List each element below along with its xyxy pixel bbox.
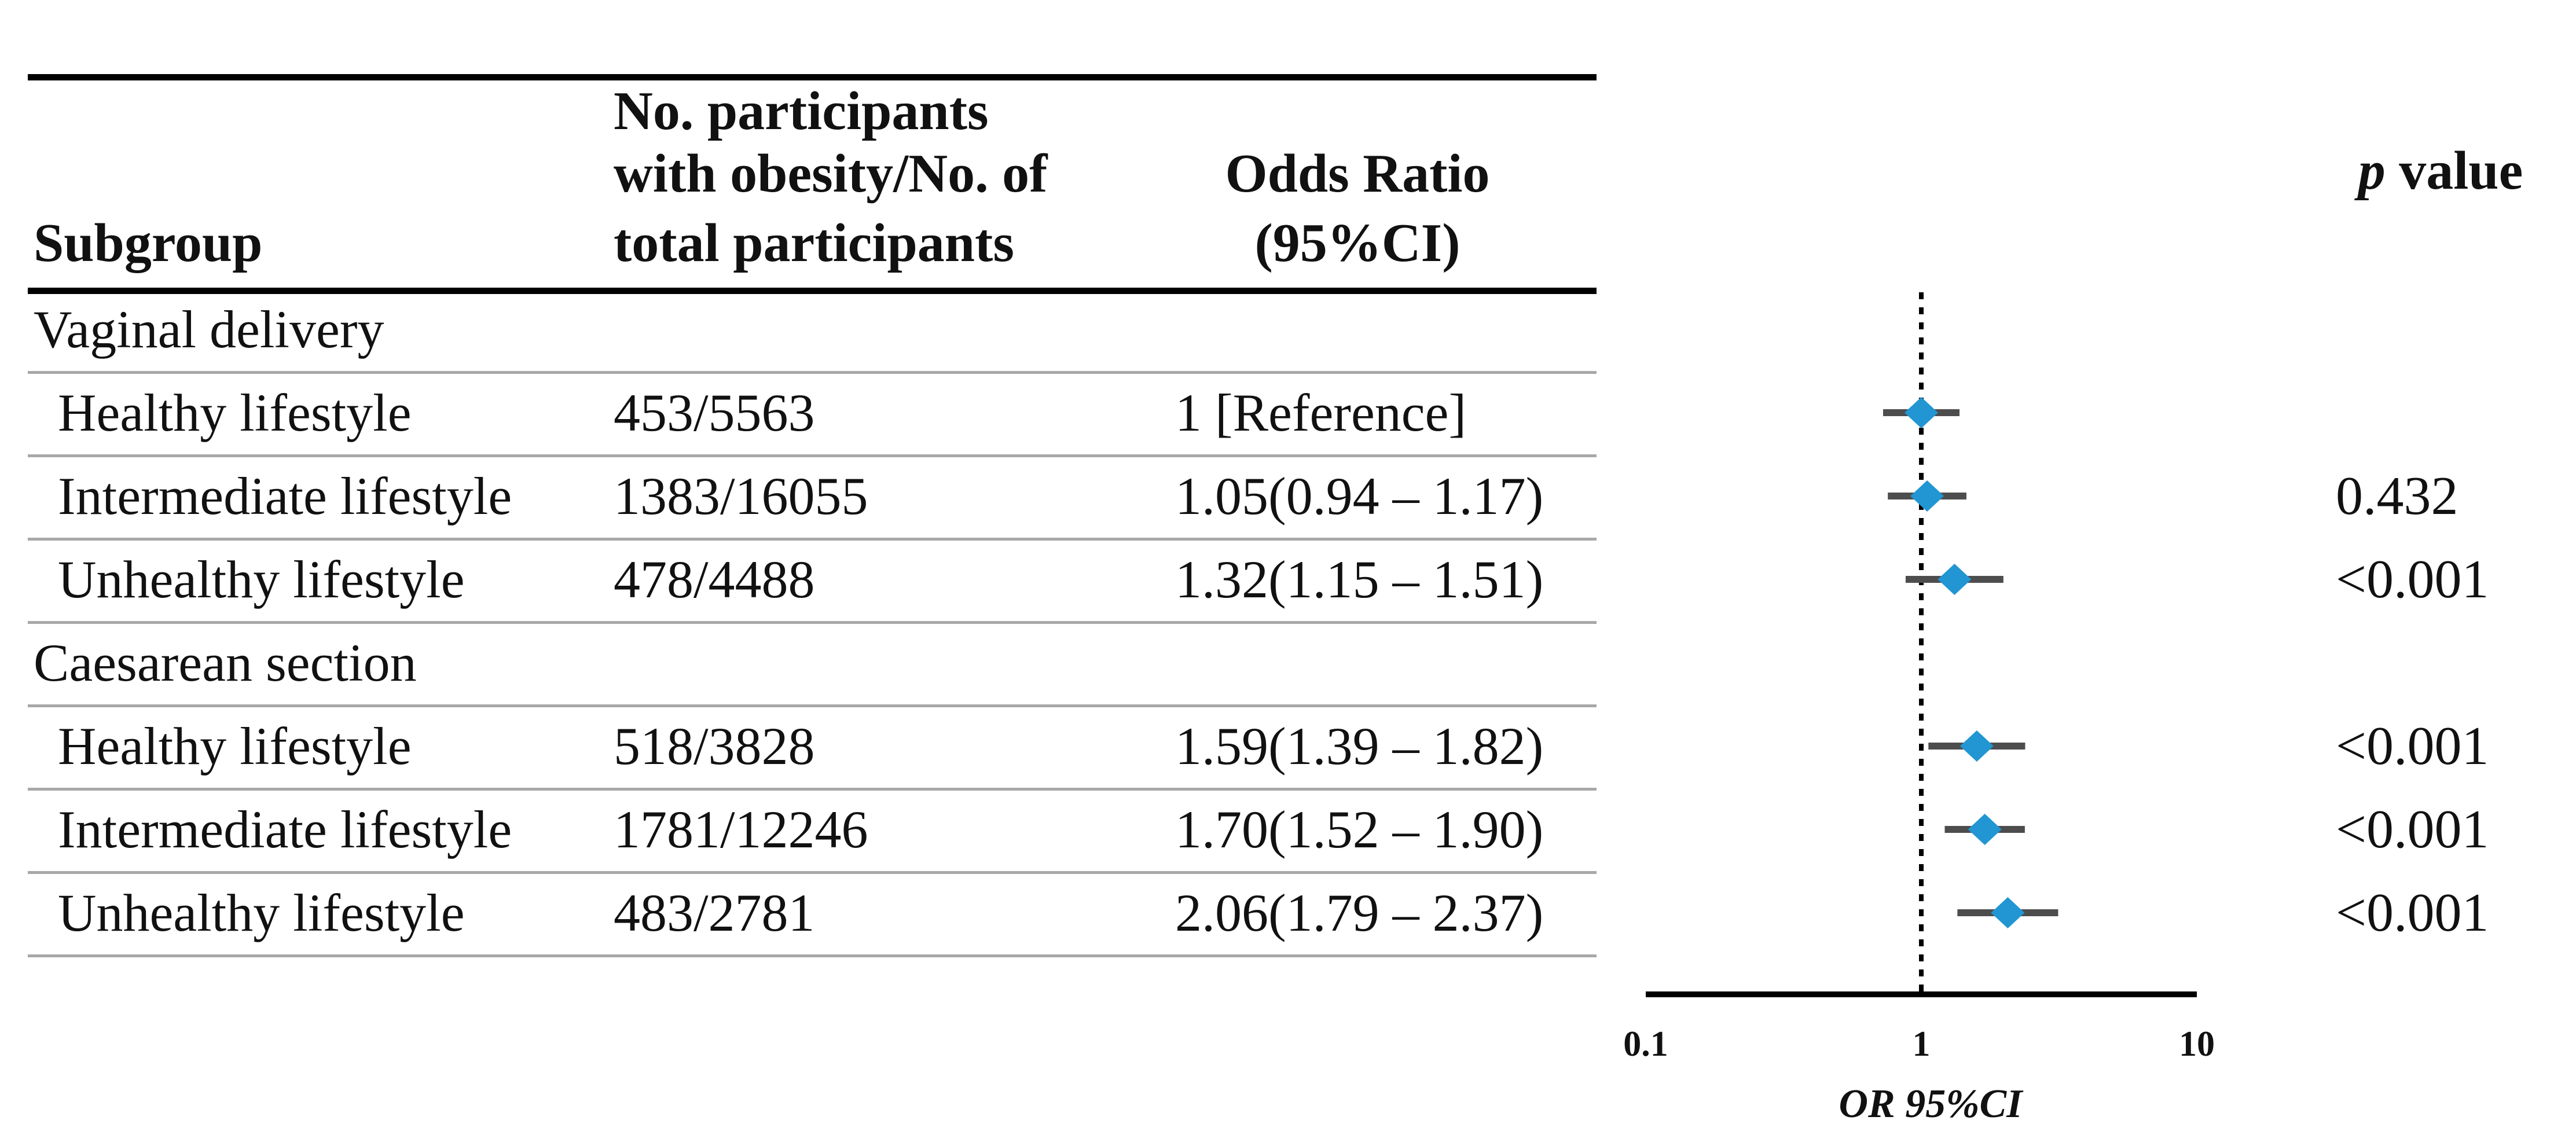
table-row: Unhealthy lifestyle 478/4488 1.32(1.15 –… <box>0 538 2576 621</box>
axis-title: OR 95%CI <box>1839 1082 2024 1126</box>
table-bottom-rule <box>28 954 1597 957</box>
column-header-participants-line2: with obesity/No. of <box>614 144 1048 204</box>
row-counts: 453/5563 <box>614 383 815 442</box>
row-odds-ratio: 2.06(1.79 – 2.37) <box>1175 883 1544 942</box>
table-row-section-vaginal: Vaginal delivery <box>0 288 2576 371</box>
forest-marker-diamond <box>1905 397 1938 428</box>
row-subgroup: Unhealthy lifestyle <box>58 550 465 609</box>
row-subgroup: Unhealthy lifestyle <box>58 883 465 942</box>
column-header-participants-line1: No. participants <box>614 81 989 141</box>
row-counts: 483/2781 <box>614 883 815 942</box>
row-odds-ratio: 1.70(1.52 – 1.90) <box>1175 800 1544 859</box>
column-header-p-value: p value <box>2358 139 2523 202</box>
row-subgroup: Healthy lifestyle <box>58 383 412 442</box>
row-subgroup: Intermediate lifestyle <box>58 467 512 526</box>
table-row-section-caesarean: Caesarean section <box>0 621 2576 704</box>
row-odds-ratio: 1 [Reference] <box>1175 383 1467 442</box>
axis-tick-label: 1 <box>1913 1024 1931 1064</box>
row-counts: 518/3828 <box>614 717 815 776</box>
row-odds-ratio: 1.32(1.15 – 1.51) <box>1175 550 1544 609</box>
axis-tick-label: 0.1 <box>1623 1024 1668 1064</box>
section-label: Caesarean section <box>34 633 417 692</box>
row-p-value: <0.001 <box>2336 883 2489 943</box>
table-row: Intermediate lifestyle 1781/12246 1.70(1… <box>0 788 2576 871</box>
column-header-odds-ratio: Odds Ratio <box>1225 144 1490 204</box>
p-value-italic-p: p <box>2358 141 2386 201</box>
row-counts: 1781/12246 <box>614 800 868 859</box>
section-label: Vaginal delivery <box>34 300 384 359</box>
axis-tick-label: 10 <box>2179 1024 2215 1064</box>
forest-marker-diamond <box>1937 564 1972 595</box>
table-row: Intermediate lifestyle 1383/16055 1.05(0… <box>0 454 2576 538</box>
p-value-label-rest: value <box>2385 141 2523 201</box>
column-header-ci: (95%CI) <box>1254 213 1461 273</box>
row-divider <box>28 371 1597 374</box>
section-divider <box>28 621 1597 624</box>
forest-marker-diamond <box>1991 897 2025 928</box>
row-odds-ratio: 1.59(1.39 – 1.82) <box>1175 717 1544 776</box>
table-top-rule <box>28 74 1597 80</box>
row-p-value: 0.432 <box>2336 466 2458 526</box>
row-divider <box>28 704 1597 707</box>
row-counts: 478/4488 <box>614 550 815 609</box>
column-header-subgroup: Subgroup <box>34 213 263 273</box>
row-divider <box>28 871 1597 874</box>
table-row: Healthy lifestyle 518/3828 1.59(1.39 – 1… <box>0 704 2576 788</box>
row-p-value: <0.001 <box>2336 799 2489 859</box>
column-header-participants-line3: total participants <box>614 213 1014 273</box>
table-row: Healthy lifestyle 453/5563 1 [Reference] <box>0 371 2576 454</box>
forest-marker-diamond <box>1910 480 1944 512</box>
row-p-value: <0.001 <box>2336 549 2489 609</box>
row-subgroup: Healthy lifestyle <box>58 717 412 776</box>
table-row: Unhealthy lifestyle 483/2781 2.06(1.79 –… <box>0 871 2576 954</box>
row-odds-ratio: 1.05(0.94 – 1.17) <box>1175 467 1544 526</box>
row-counts: 1383/16055 <box>614 467 868 526</box>
forest-marker-diamond <box>1959 730 1994 762</box>
row-divider <box>28 454 1597 457</box>
row-p-value: <0.001 <box>2336 716 2489 776</box>
row-divider <box>28 538 1597 541</box>
row-divider <box>28 788 1597 791</box>
table-header-rule <box>28 288 1597 294</box>
forest-marker-diamond <box>1968 814 2002 845</box>
row-subgroup: Intermediate lifestyle <box>58 800 512 859</box>
